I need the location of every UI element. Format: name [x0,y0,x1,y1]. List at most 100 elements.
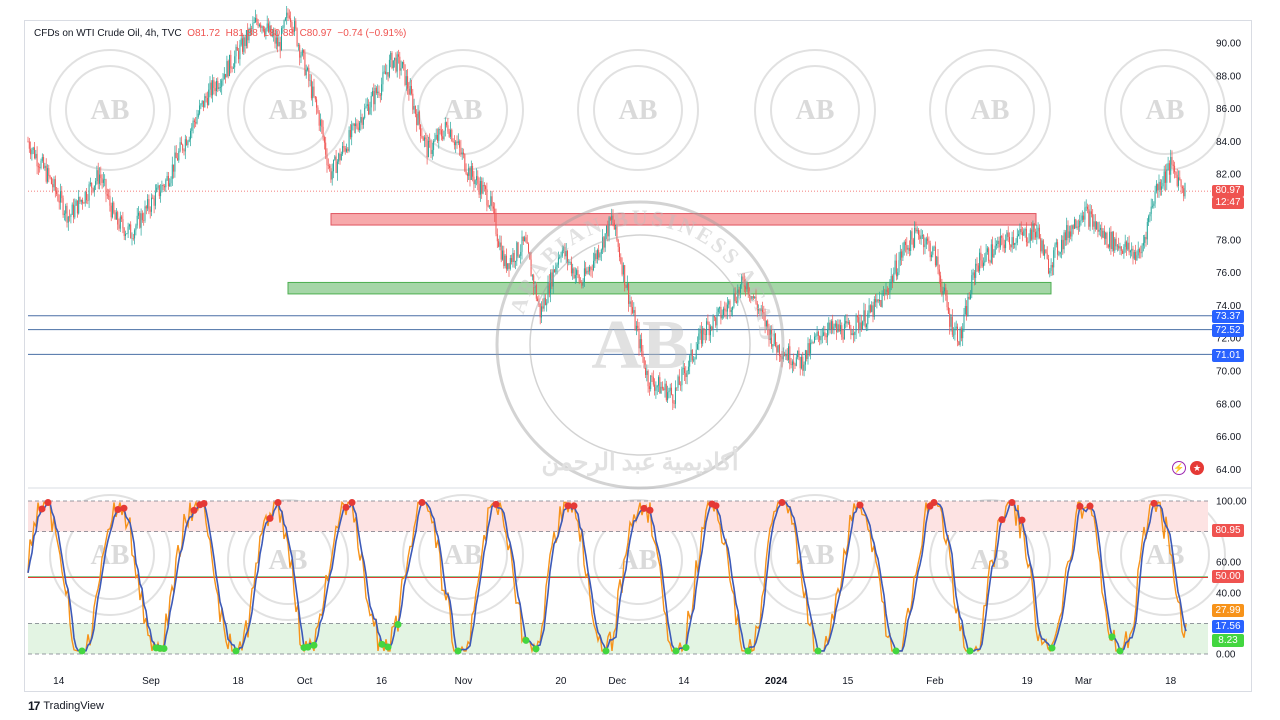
candle-body [975,263,977,278]
candle-body [745,286,747,290]
candle-body [44,165,46,168]
lightning-icon[interactable]: ⚡ [1172,461,1186,475]
candle-body [244,37,246,46]
watermark-ring [49,49,171,171]
candle-body [370,95,372,108]
candle-body [305,69,307,76]
watermark-inner-ring [65,65,155,155]
candle-body [733,293,735,307]
candle-body [1106,232,1108,246]
candle-body [617,239,619,247]
candle-body [963,313,965,329]
candle-body [440,130,442,137]
chart-icons[interactable]: ⚡ ★ [1172,461,1204,475]
candle-body [463,152,464,155]
candle-body [266,23,268,29]
candle-body [721,315,723,319]
candle-body [69,216,71,218]
candle-body [784,355,786,357]
symbol-legend[interactable]: CFDs on WTI Crude Oil, 4h, TVC O81.72 H8… [34,28,406,39]
candle-body [768,327,770,341]
candle-body [872,305,874,317]
candle-body [1036,231,1038,238]
time-axis[interactable]: 14 Sep 18 Oct 16 Nov 20 Dec 14 2024 15 Feb 19 Mar 18 [53,676,1176,687]
candle-body [985,251,987,261]
candle-body [1098,229,1100,232]
candle-body [1072,225,1074,229]
price-tick-label: 70.00 [1216,367,1241,378]
candle-body [737,289,739,303]
candle-body [763,312,765,315]
candle-body [330,168,332,180]
candle-body [1068,231,1070,238]
candle-body [414,106,416,114]
candle-body [183,150,185,152]
candle-body [738,289,740,293]
candle-body [554,269,555,273]
candle-body [347,148,349,151]
time-tick-label: 15 [842,676,854,687]
candle-body [1153,203,1155,206]
candle-body [45,165,47,182]
candle-body [1053,250,1055,268]
candle-body [515,261,516,262]
stoch-peak-dot [564,502,572,510]
candle-body [695,349,697,359]
candle-body [1057,242,1059,255]
candle-body [954,328,956,335]
candle-body [170,178,172,184]
candle-body [903,241,905,251]
tradingview-logo-icon[interactable]: 17 [28,699,40,713]
candle-body [1027,242,1029,243]
candle-body [837,324,839,333]
price-tick-label: 86.00 [1216,104,1241,115]
candle-body [1146,222,1148,240]
candle-body [1074,219,1075,229]
candle-body [932,247,934,255]
candle-body [47,168,48,182]
candle-body [559,257,561,258]
candle-body [378,91,380,96]
candle-body [317,107,319,113]
brand-name[interactable]: TradingView [43,700,104,712]
candle-body [908,247,910,251]
candle-body [643,356,645,368]
candle-body [422,137,424,141]
candle-body [546,302,548,306]
candle-body [138,212,139,216]
stoch-peak-dot [114,506,122,514]
candle-body [1118,245,1120,249]
candle-body [742,276,744,280]
candle-body [962,328,964,339]
candle-body [388,59,390,77]
ohlc-change: −0.74 (−0.91%) [337,28,407,39]
candle-body [282,27,284,29]
candle-body [1028,240,1030,243]
candle-body [119,216,121,229]
candle-body [1100,227,1101,230]
candle-body [1038,227,1040,238]
center-seal-arabic: أكاديمية عبد الرحمن [541,444,738,477]
candle-body [681,369,683,386]
candle-body [349,130,351,138]
candle-body [894,260,896,273]
flag-icon[interactable]: ★ [1190,461,1204,475]
candle-body [842,337,844,340]
candle-body [790,363,792,366]
price-tick-label: 88.00 [1216,71,1241,82]
candle-body [286,12,288,19]
candle-body [586,270,588,274]
stoch-trough-dot [1116,647,1124,655]
candle-body [37,166,39,168]
price-tick-label: 82.00 [1216,170,1241,181]
candle-body [798,350,800,357]
stoch-trough-dot [966,647,974,655]
candle-body [613,222,615,230]
candle-body [747,282,749,295]
candle-body [1158,181,1160,191]
candle-body [1131,248,1133,251]
stoch-trough-dot [394,620,402,628]
candle-body [473,176,475,185]
candle-body [65,205,67,214]
